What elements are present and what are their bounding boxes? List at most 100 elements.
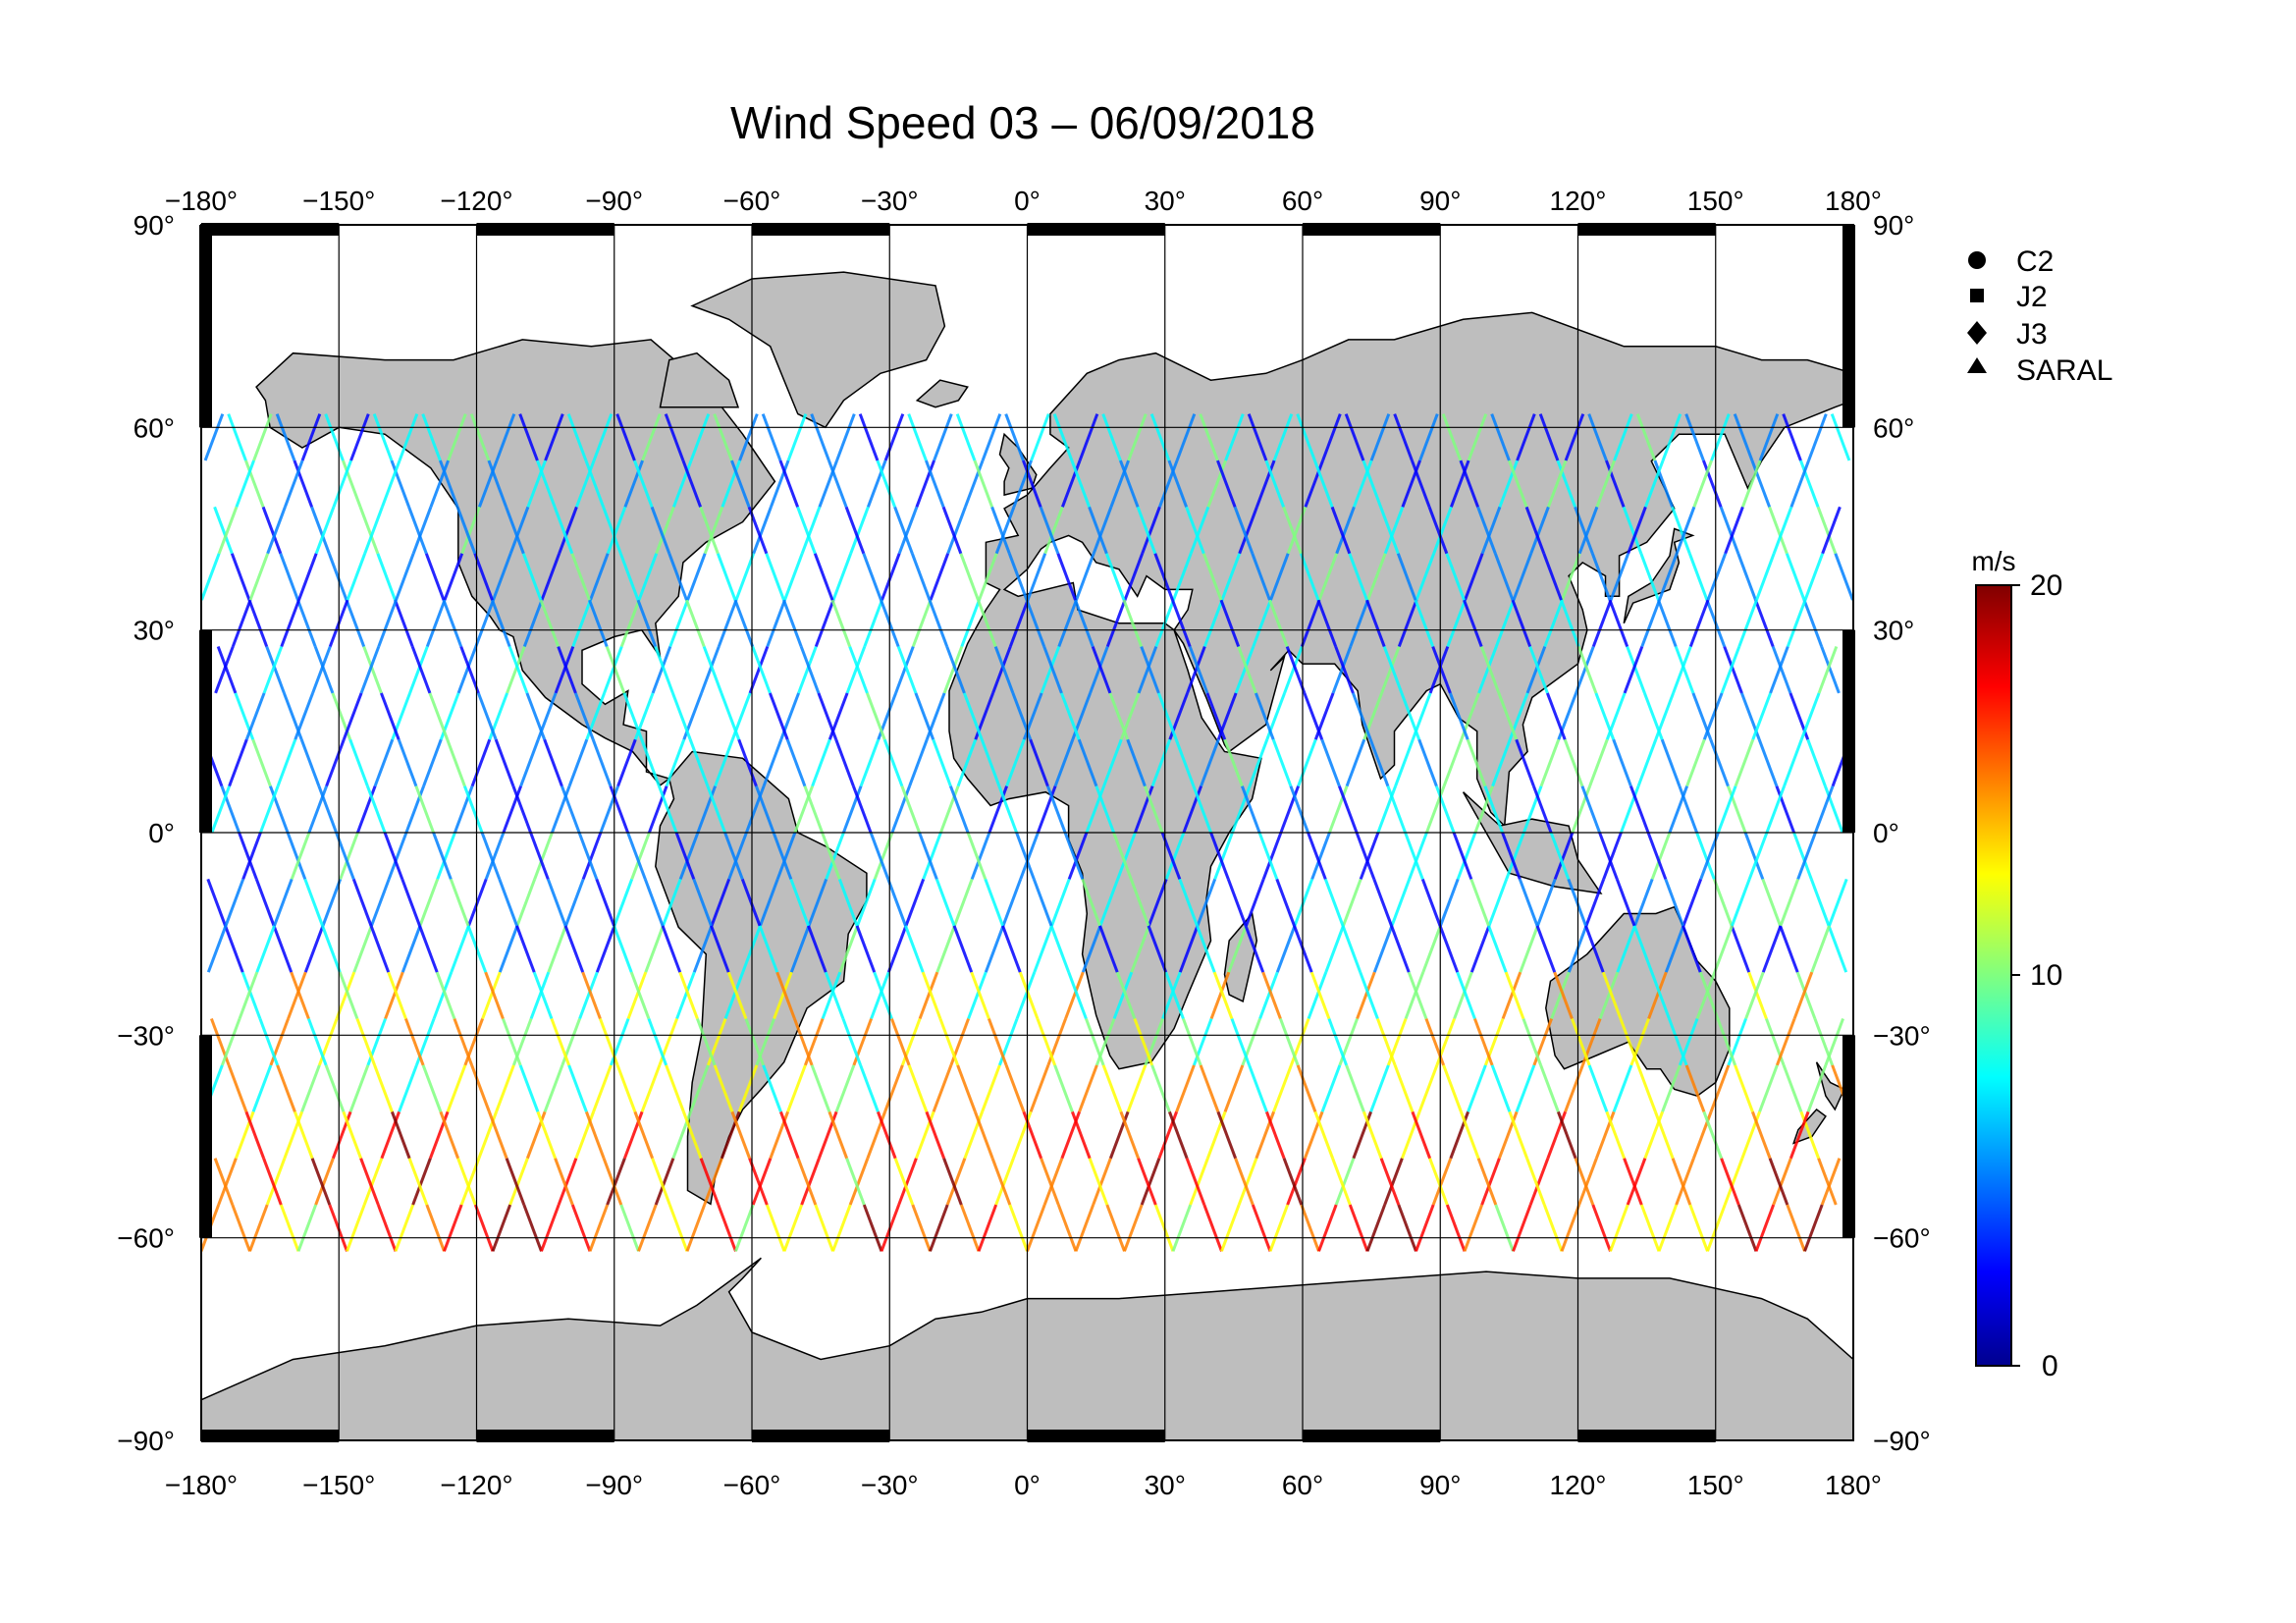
track-segment bbox=[692, 878, 713, 927]
track-segment bbox=[1032, 878, 1053, 927]
track-segment bbox=[502, 785, 523, 834]
track-segment bbox=[1698, 971, 1720, 1020]
track-segment bbox=[450, 925, 470, 973]
track-segment bbox=[1067, 832, 1089, 880]
track-segment bbox=[1672, 645, 1692, 694]
lat-tick-label-right: 90° bbox=[1873, 210, 1914, 241]
track-segment bbox=[797, 645, 818, 694]
track-segment bbox=[1469, 925, 1491, 973]
track-segment bbox=[1615, 878, 1636, 927]
track-segment bbox=[1001, 878, 1023, 927]
track-segment bbox=[1536, 878, 1557, 927]
track-segment bbox=[1782, 413, 1802, 461]
track-segment bbox=[543, 1064, 564, 1112]
track-segment bbox=[1393, 1064, 1415, 1112]
track-segment bbox=[1213, 832, 1234, 880]
track-segment bbox=[1604, 460, 1626, 508]
frame-bar-right bbox=[1842, 1035, 1855, 1238]
track-segment bbox=[372, 413, 394, 461]
track-segment bbox=[1796, 832, 1817, 880]
track-segment bbox=[400, 925, 422, 973]
track-segment bbox=[394, 1204, 415, 1252]
track-segment bbox=[636, 599, 658, 648]
track-segment bbox=[710, 878, 731, 927]
track-segment bbox=[945, 645, 966, 694]
track-segment bbox=[640, 738, 661, 787]
track-segment bbox=[1199, 1064, 1220, 1112]
track-segment bbox=[713, 413, 733, 461]
colorbar-gradient bbox=[1975, 584, 2012, 1367]
track-segment bbox=[1657, 1204, 1679, 1252]
track-segment bbox=[592, 413, 614, 461]
track-segment bbox=[519, 738, 540, 787]
track-segment bbox=[918, 971, 939, 1020]
track-segment bbox=[1215, 460, 1237, 508]
track-segment bbox=[1081, 925, 1102, 973]
track-segment bbox=[325, 738, 346, 787]
track-segment bbox=[1261, 832, 1283, 880]
track-segment bbox=[206, 878, 227, 927]
track-segment bbox=[1182, 785, 1203, 834]
frame-bar-top bbox=[752, 223, 890, 236]
track-segment bbox=[424, 553, 446, 601]
track-segment bbox=[1490, 413, 1511, 461]
legend-marker-triangle bbox=[1967, 357, 1987, 373]
track-segment bbox=[1504, 971, 1525, 1020]
track-segment bbox=[1313, 1110, 1335, 1160]
track-segment bbox=[675, 971, 696, 1020]
track-segment bbox=[1004, 413, 1025, 461]
frame-bar-top bbox=[476, 223, 614, 236]
track-segment bbox=[956, 1064, 977, 1112]
frame-bars bbox=[199, 223, 1855, 1442]
track-segment bbox=[293, 1110, 314, 1160]
track-segment bbox=[1026, 553, 1047, 601]
track-segment bbox=[1149, 413, 1171, 461]
track-segment bbox=[1487, 878, 1509, 927]
track-segment bbox=[1560, 1204, 1581, 1252]
track-segment bbox=[613, 925, 633, 973]
track-segment bbox=[792, 1017, 814, 1066]
track-segment bbox=[689, 413, 711, 461]
track-segment bbox=[1525, 1158, 1546, 1206]
track-segment bbox=[938, 785, 960, 834]
track-segment bbox=[1224, 413, 1245, 461]
track-segment bbox=[997, 785, 1019, 834]
track-segment bbox=[1755, 553, 1776, 601]
track-segment bbox=[717, 1204, 737, 1252]
track-segment bbox=[1828, 878, 1848, 927]
track-segment bbox=[1769, 645, 1789, 694]
lat-tick-label-right: 0° bbox=[1873, 818, 1899, 848]
track-segment bbox=[1081, 878, 1101, 927]
track-segment bbox=[470, 738, 492, 787]
lon-tick-label-top: −60° bbox=[723, 186, 781, 216]
track-segment bbox=[1075, 553, 1095, 601]
track-segment bbox=[966, 832, 988, 880]
track-segment bbox=[1640, 599, 1661, 648]
track-segment bbox=[825, 832, 845, 880]
track-segment bbox=[230, 553, 251, 601]
track-segment bbox=[1248, 738, 1269, 787]
lat-tick-label-right: −30° bbox=[1873, 1020, 1931, 1051]
track-segment bbox=[1588, 738, 1609, 787]
track-segment bbox=[934, 878, 956, 927]
track-segment bbox=[619, 599, 641, 648]
track-segment bbox=[859, 1064, 880, 1112]
track-segment bbox=[1480, 1158, 1501, 1206]
track-segment bbox=[373, 1064, 394, 1112]
track-segment bbox=[1289, 785, 1310, 834]
track-segment bbox=[1789, 460, 1811, 508]
track-segment bbox=[1401, 460, 1422, 508]
track-segment bbox=[1393, 413, 1414, 461]
track-segment bbox=[564, 878, 585, 927]
track-segment bbox=[1779, 925, 1799, 973]
track-segment bbox=[1320, 1064, 1342, 1112]
track-segment bbox=[1658, 553, 1679, 601]
track-segment bbox=[1612, 738, 1632, 787]
track-segment bbox=[1042, 645, 1063, 694]
track-segment bbox=[831, 1204, 852, 1252]
track-segment bbox=[1761, 925, 1783, 973]
track-segment bbox=[674, 832, 696, 880]
track-segment bbox=[243, 460, 265, 508]
track-segment bbox=[637, 1204, 658, 1252]
track-segment bbox=[1577, 1158, 1598, 1206]
